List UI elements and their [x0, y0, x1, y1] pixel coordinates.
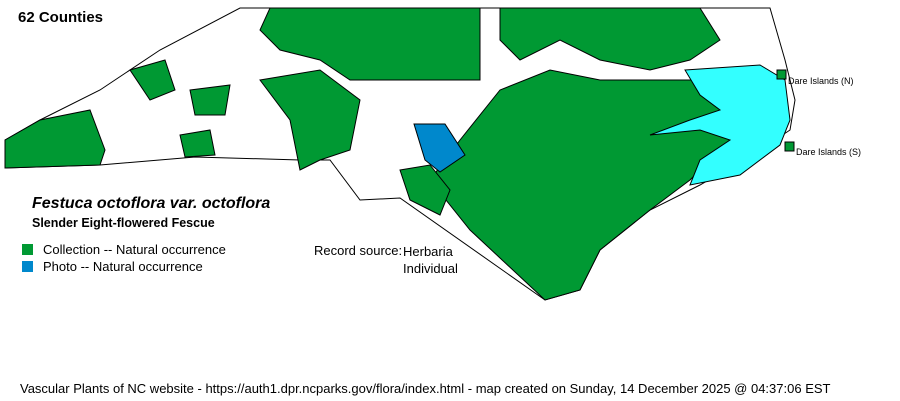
blue-swatch-icon	[22, 261, 33, 272]
common-name: Slender Eight-flowered Fescue	[32, 216, 215, 230]
legend-item-collection: Collection -- Natural occurrence	[22, 242, 226, 257]
dare-islands-s-label: Dare Islands (S)	[796, 147, 861, 157]
county-group-mountains	[129, 59, 176, 101]
dare-islands-s-marker	[784, 141, 795, 152]
record-source-herbaria: Herbaria	[403, 244, 453, 259]
county-count: 62 Counties	[18, 9, 104, 26]
record-source-values: Herbaria Individual	[403, 243, 458, 277]
legend-item-photo: Photo -- Natural occurrence	[22, 259, 203, 274]
green-swatch-icon	[22, 244, 33, 255]
record-source-individual: Individual	[403, 261, 458, 276]
county-group-south-mtn	[179, 129, 216, 158]
footer-credit: Vascular Plants of NC website - https://…	[20, 381, 831, 396]
county-group-west-piedmont	[259, 69, 361, 171]
county-group-northeast	[499, 7, 721, 71]
legend-label: Photo -- Natural occurrence	[43, 259, 203, 274]
record-source-label: Record source:	[314, 243, 403, 258]
dare-islands-n-label: Dare Islands (N)	[788, 76, 854, 86]
pamlico-albemarle-sound	[649, 64, 791, 186]
legend-label: Collection -- Natural occurrence	[43, 242, 226, 257]
scientific-name: Festuca octoflora var. octoflora	[32, 195, 271, 212]
county-group-sandhills	[399, 164, 451, 216]
dare-islands-n-marker	[776, 69, 787, 80]
county-group-mountains-sw	[4, 109, 106, 169]
county-group-foothills	[189, 84, 231, 116]
county-group-northern-piedmont	[259, 7, 481, 81]
county-photo-record	[413, 123, 466, 173]
